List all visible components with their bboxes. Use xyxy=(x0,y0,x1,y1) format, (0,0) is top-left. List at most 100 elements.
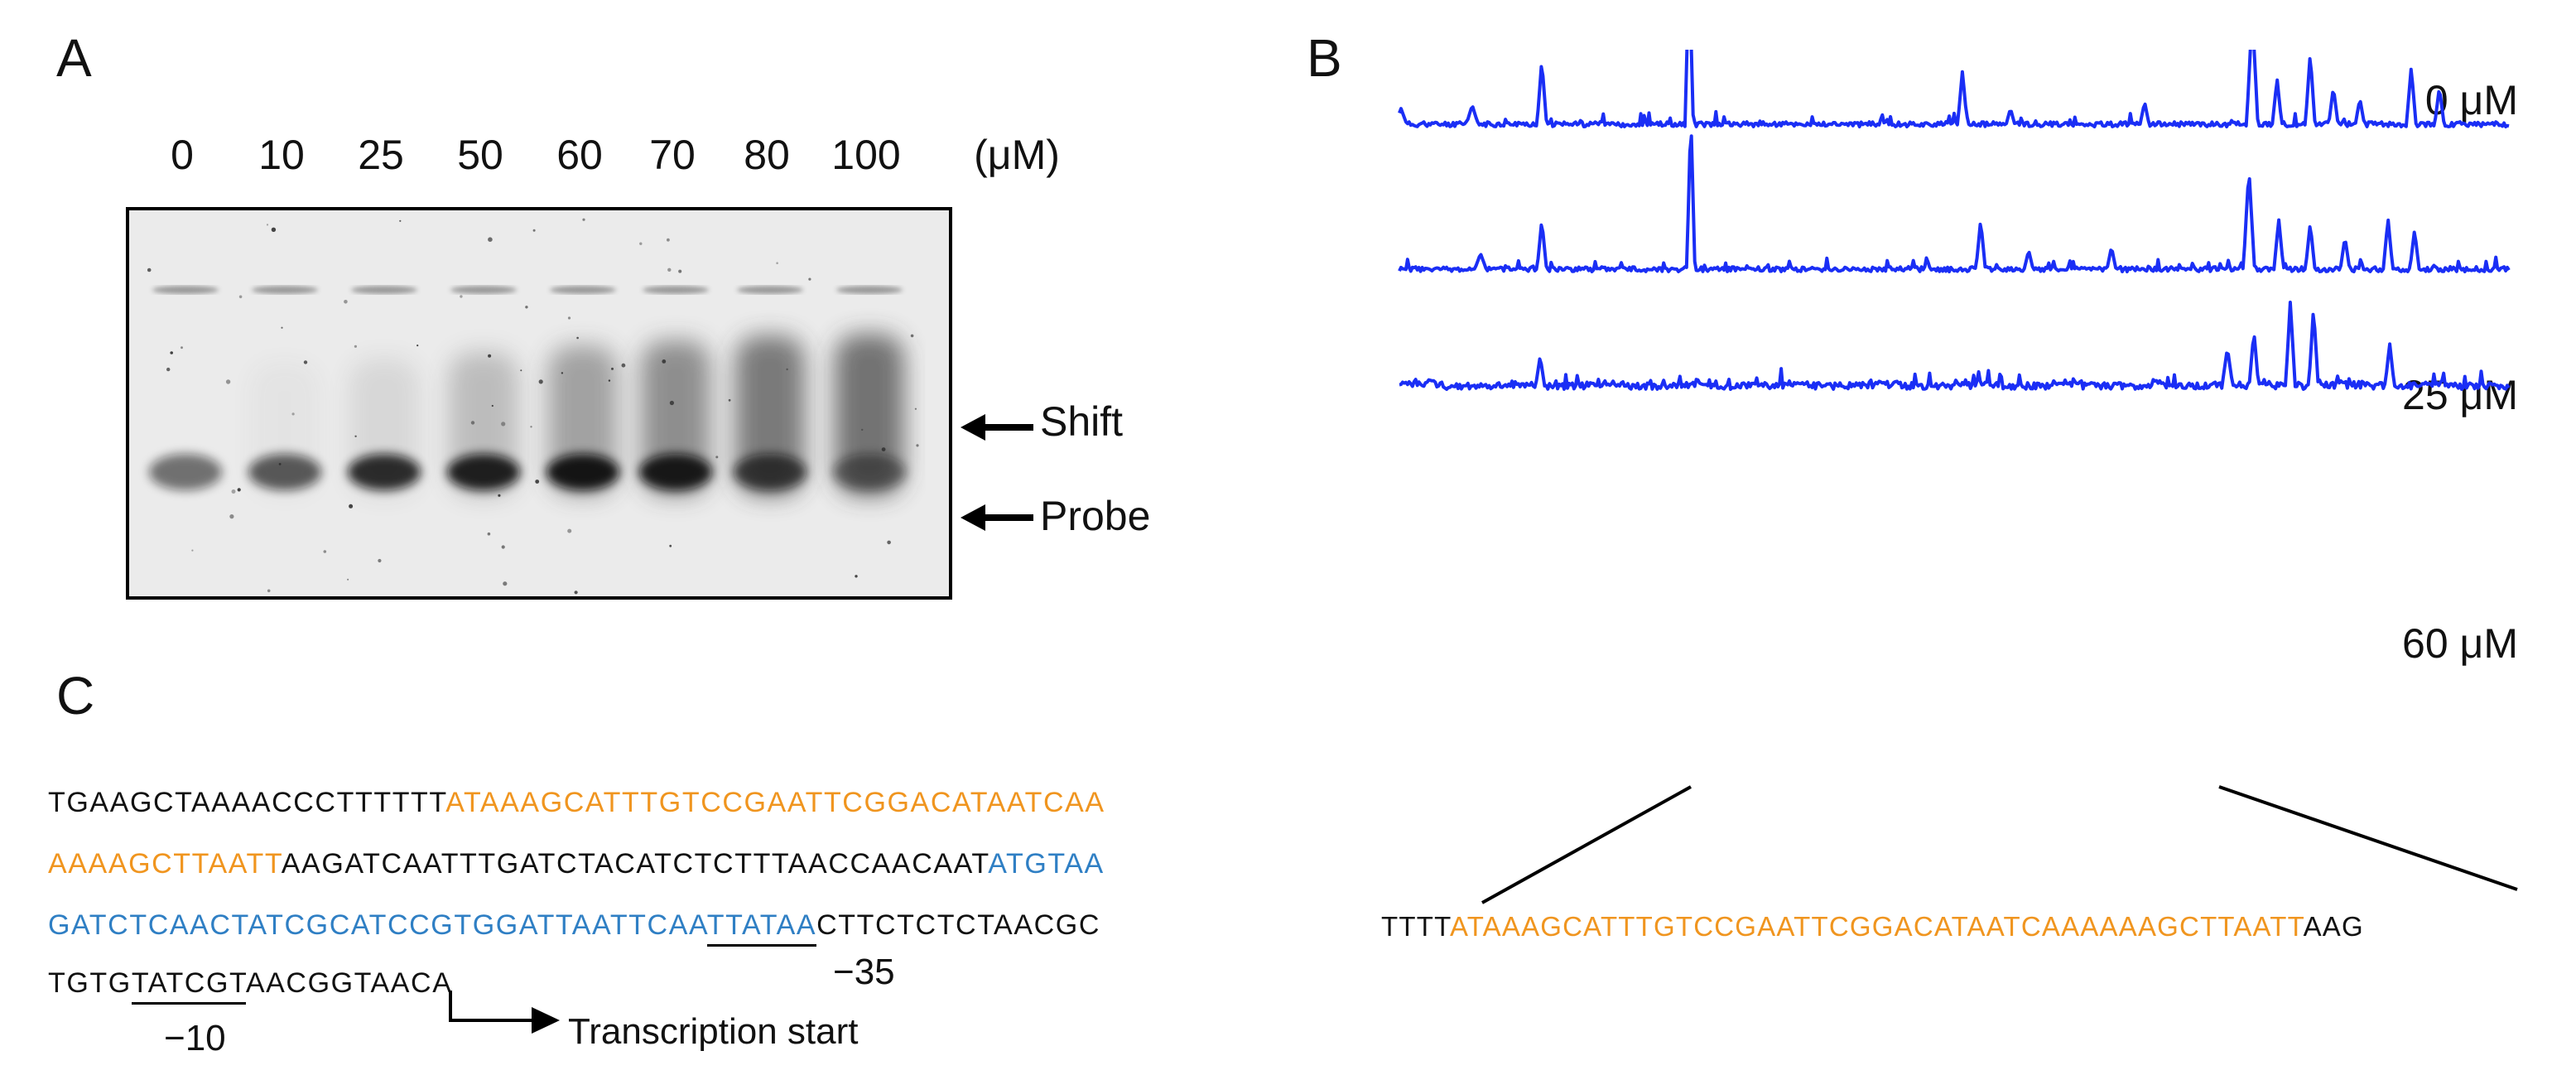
gel-speckle xyxy=(229,514,234,519)
probe-arrow-icon xyxy=(961,504,1033,531)
gel-speckle xyxy=(808,277,811,281)
panel-a-label: A xyxy=(56,28,92,88)
well-band xyxy=(836,286,903,294)
gel-speckle xyxy=(582,218,585,221)
gel-speckle xyxy=(520,369,522,372)
minus35-label: −35 xyxy=(833,952,895,992)
gel-speckle xyxy=(535,480,540,484)
well-band xyxy=(351,286,417,294)
lane-label: 100 xyxy=(831,132,901,178)
transcription-start-label: Transcription start xyxy=(568,1011,859,1052)
protected-seq-suffix: AAG xyxy=(2303,911,2364,942)
gel-speckle xyxy=(678,269,682,273)
probe-band xyxy=(149,454,222,490)
gel-speckle xyxy=(525,306,528,309)
gel-speckle xyxy=(669,400,675,406)
gel-speckle xyxy=(488,354,492,358)
well-band xyxy=(643,286,709,294)
gel-speckle xyxy=(170,351,173,354)
probe-band xyxy=(639,454,712,490)
gel-speckle xyxy=(530,426,532,428)
gel-speckle xyxy=(487,532,491,536)
gel-speckle xyxy=(354,345,357,348)
probe-label: Probe xyxy=(1040,493,1151,539)
gel-speckle xyxy=(278,463,282,465)
gel-speckle xyxy=(238,295,243,299)
gel-speckle xyxy=(639,242,643,245)
gel-speckle xyxy=(231,489,236,494)
promoter-seq-line-3: GATCTCAACTATCGCATCCGTGGATTAATTCAATTATAAC… xyxy=(48,909,1100,947)
gel-speckle xyxy=(166,367,171,372)
gel-speckle xyxy=(855,575,858,578)
shift-label: Shift xyxy=(1040,398,1124,445)
gel-speckle xyxy=(914,407,917,410)
gel-speckle xyxy=(354,435,357,437)
panel-c-label: C xyxy=(56,666,95,726)
trace-0-line xyxy=(1398,50,2510,128)
seq-plain: AACGGTAACA xyxy=(245,967,453,999)
protected-seq-prefix: TTTT xyxy=(1381,911,1450,942)
promoter-seq-line-1: TGAAGCTAAAACCCTTTTTTATAAAGCATTTGTCCGAATT… xyxy=(48,788,1105,817)
protected-region-right-line xyxy=(2218,785,2518,891)
gel-speckle xyxy=(347,578,349,581)
gel-speckle xyxy=(225,379,231,384)
protected-region-left-line xyxy=(1481,785,1692,904)
gel-speckle xyxy=(491,404,494,407)
gel-speckle xyxy=(349,504,354,509)
gel-speckle xyxy=(910,334,914,338)
minus10-label: −10 xyxy=(164,1018,226,1058)
footprint-traces xyxy=(1398,50,2518,904)
gel-speckle xyxy=(281,326,283,329)
lane-label: 10 xyxy=(258,132,305,178)
gel-speckle xyxy=(667,238,670,242)
well-band xyxy=(252,286,318,294)
gel-speckle xyxy=(608,379,611,382)
gel-speckle xyxy=(916,444,919,447)
gel-speckle xyxy=(498,494,501,497)
gel-speckle xyxy=(574,591,578,595)
gel-speckle xyxy=(191,549,194,552)
gel-speckle xyxy=(416,345,419,347)
well-band xyxy=(550,286,616,294)
gel-speckle xyxy=(181,346,183,349)
well-band xyxy=(152,286,219,294)
seq-plain: TGAAGCTAAAACCCTTTTTT xyxy=(48,787,446,818)
gel-speckle xyxy=(532,229,536,232)
seq-coding: ATGTAA xyxy=(988,848,1105,880)
well-band xyxy=(737,286,803,294)
seq-binding-site: AAAAGCTTAATT xyxy=(48,848,282,880)
unit-label: (μM) xyxy=(974,132,1060,178)
lane-label: 70 xyxy=(649,132,696,178)
shift-smear xyxy=(735,335,805,496)
lane-label: 80 xyxy=(744,132,790,178)
well-band xyxy=(450,286,517,294)
gel-speckle xyxy=(786,368,788,371)
seq-coding: GATCTCAACTATCGCATCCGTGGATTAATTCAA xyxy=(48,909,707,941)
gel-speckle xyxy=(669,544,672,547)
seq-plain: AAGATCAATTTGATCTACATCTCTTTAACCAACAAT xyxy=(281,848,989,880)
gel-speckle xyxy=(460,295,463,298)
probe-band xyxy=(447,454,520,490)
gel-speckle xyxy=(861,428,864,431)
panel-b-label: B xyxy=(1307,28,1342,88)
gel-speckle xyxy=(728,398,731,402)
trace-25-line xyxy=(1398,134,2511,273)
seq-plain: CTTCTCTCTAACGC xyxy=(816,909,1100,941)
seq-minus35-box: TTATAA xyxy=(706,909,817,947)
gel-speckle xyxy=(323,550,327,553)
gel-speckle xyxy=(344,300,348,304)
seq-binding-site: ATAAAGCATTTGTCCGAATTCGGACATAATCAA xyxy=(445,787,1105,818)
probe-band xyxy=(833,454,906,490)
probe-band xyxy=(734,454,807,490)
gel-speckle xyxy=(470,421,475,425)
lane-label: 25 xyxy=(358,132,404,178)
gel-speckle xyxy=(147,268,152,272)
seq-minus10-box: TATCGT xyxy=(131,967,246,1005)
gel-speckle xyxy=(561,372,564,374)
gel-speckle xyxy=(881,447,886,451)
gel-speckle xyxy=(567,528,572,533)
lane-label: 50 xyxy=(457,132,503,178)
gel-speckle xyxy=(611,367,614,370)
gel-speckle xyxy=(271,227,277,232)
promoter-seq-line-2: AAAAGCTTAATTAAGATCAATTTGATCTACATCTCTTTAA… xyxy=(48,850,1105,878)
